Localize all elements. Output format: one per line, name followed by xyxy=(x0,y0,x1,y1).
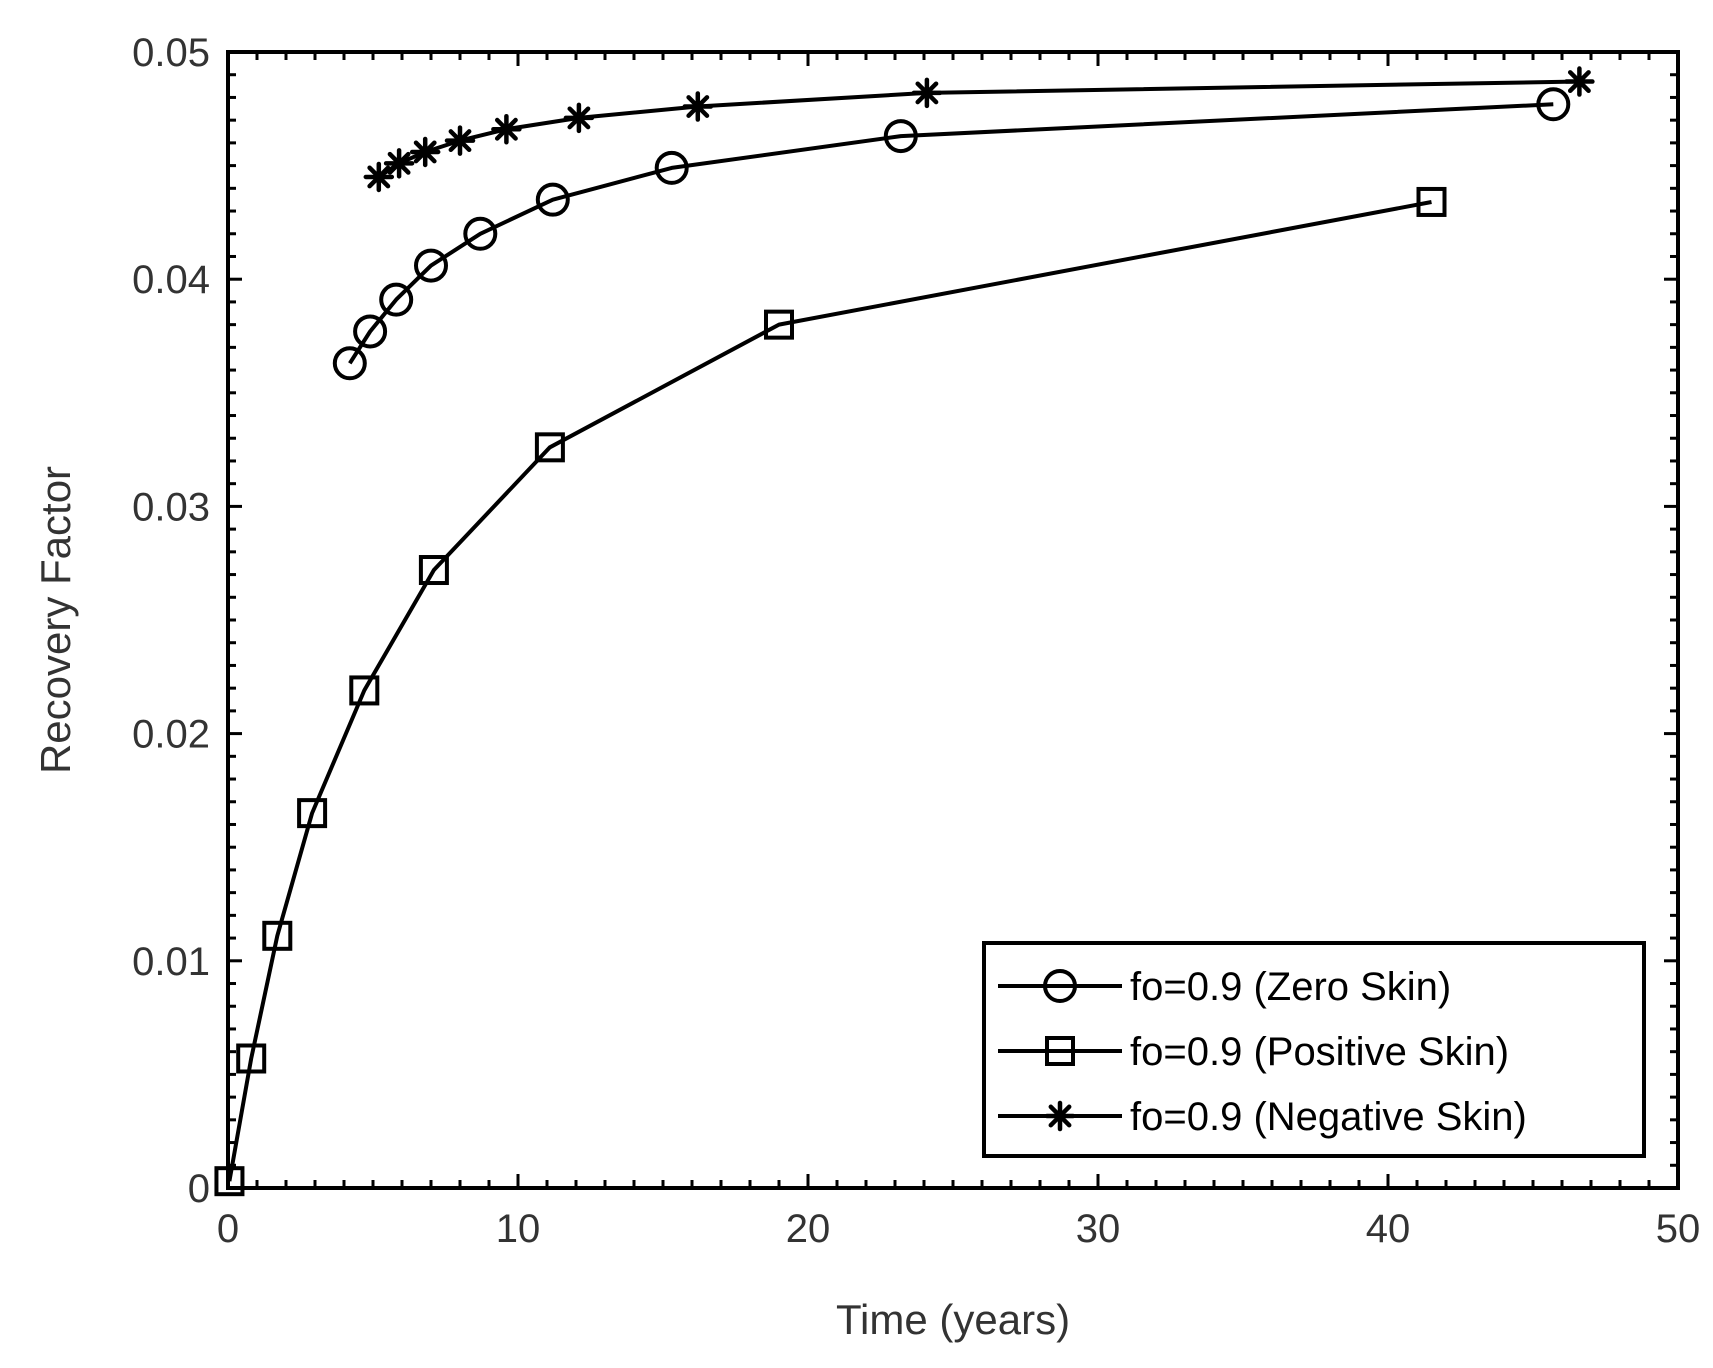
data-point xyxy=(414,248,448,283)
data-point xyxy=(911,77,943,109)
data-point xyxy=(444,125,476,156)
data-point xyxy=(409,136,441,168)
legend-entry: fo=0.9 (Negative Skin) xyxy=(998,1095,1527,1139)
series-layer xyxy=(214,66,1595,1197)
x-tick-label: 30 xyxy=(1076,1207,1121,1251)
y-tick-label: 0.04 xyxy=(132,258,210,302)
data-point xyxy=(418,555,449,586)
data-point xyxy=(332,346,367,381)
data-point xyxy=(682,91,714,122)
data-point xyxy=(1536,87,1571,122)
y-tick-label: 0.03 xyxy=(132,485,210,529)
x-tick-label: 20 xyxy=(786,1207,831,1251)
series-line xyxy=(227,200,1432,1182)
legend-marker xyxy=(1043,969,1077,1003)
data-point xyxy=(214,1166,245,1197)
y-axis-label: Recovery Factor xyxy=(32,466,79,774)
y-tick-label: 0.05 xyxy=(132,31,210,75)
x-tick-label: 10 xyxy=(496,1207,541,1251)
series-star xyxy=(363,66,1595,193)
data-point xyxy=(654,150,689,185)
x-tick-label: 0 xyxy=(217,1207,239,1251)
data-point xyxy=(535,182,570,217)
legend-marker xyxy=(1044,1100,1076,1132)
legend-marker xyxy=(1045,1036,1075,1066)
series-square xyxy=(214,186,1447,1197)
x-axis-label: Time (years) xyxy=(836,1296,1070,1343)
y-tick-label: 0 xyxy=(188,1167,210,1211)
data-point xyxy=(363,161,395,193)
data-point xyxy=(236,1043,267,1074)
legend-label: fo=0.9 (Negative Skin) xyxy=(1130,1095,1527,1139)
data-point xyxy=(764,309,794,340)
y-tick-label: 0.02 xyxy=(132,713,210,757)
data-point xyxy=(883,119,918,154)
data-point xyxy=(353,314,388,349)
data-point xyxy=(379,282,414,317)
legend-label: fo=0.9 (Positive Skin) xyxy=(1130,1030,1509,1074)
data-point xyxy=(383,148,415,179)
y-tick-label: 0.01 xyxy=(132,940,210,984)
data-point xyxy=(563,102,595,134)
data-point xyxy=(262,920,293,951)
legend-label: fo=0.9 (Zero Skin) xyxy=(1130,965,1451,1009)
data-point xyxy=(463,216,498,251)
series-circle xyxy=(332,87,1571,381)
data-point xyxy=(297,798,328,829)
plot-frame xyxy=(226,50,1680,1190)
data-point xyxy=(491,113,522,145)
legend-entry: fo=0.9 (Positive Skin) xyxy=(998,1030,1509,1074)
data-point xyxy=(1564,66,1595,97)
x-tick-label: 50 xyxy=(1656,1207,1701,1251)
data-point xyxy=(534,432,565,463)
legend: fo=0.9 (Zero Skin) fo=0.9 (Positive Skin)… xyxy=(982,941,1646,1158)
tick-labels: 0 10 20 30 40 50 0 0.01 0.02 0.03 0.04 0.05 xyxy=(132,31,1700,1251)
data-point xyxy=(1416,186,1447,217)
data-point xyxy=(349,675,380,706)
x-tick-label: 40 xyxy=(1366,1207,1411,1251)
legend-entry: fo=0.9 (Zero Skin) xyxy=(998,965,1451,1009)
